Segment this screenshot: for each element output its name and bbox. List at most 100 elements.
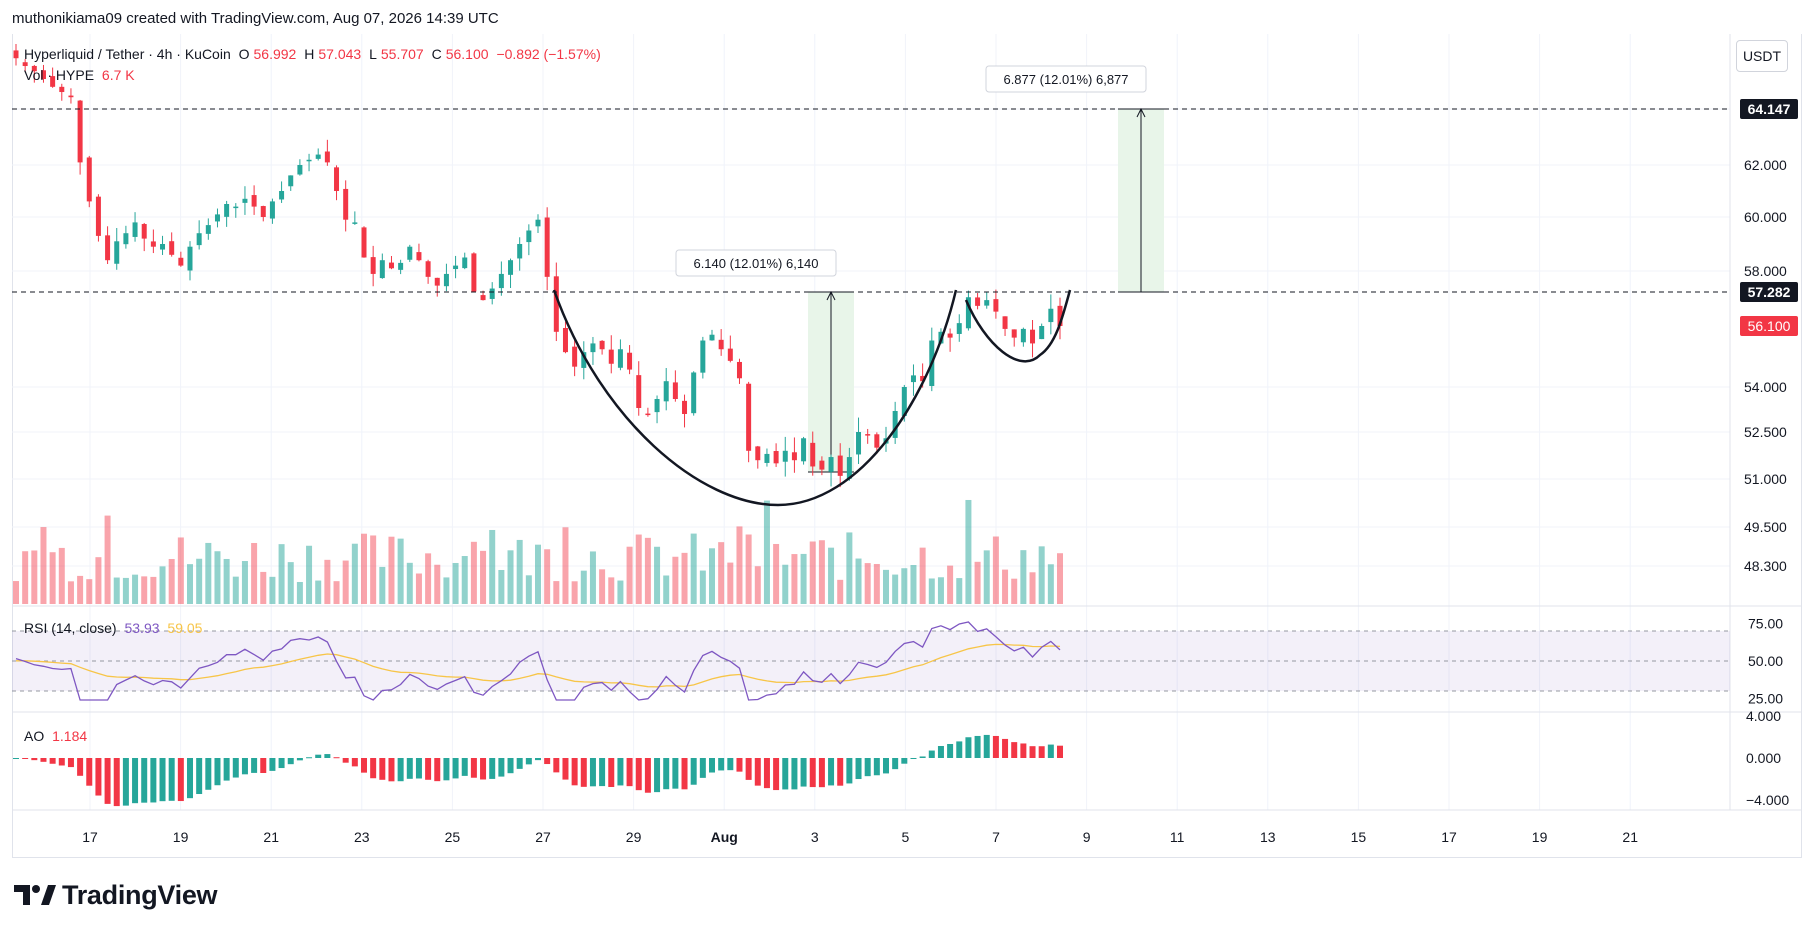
grid: [12, 34, 1802, 811]
ao-bar: [1002, 738, 1009, 758]
volume-bar: [22, 551, 29, 604]
candle-body: [343, 188, 349, 220]
candle-body: [114, 241, 120, 264]
ao-bar: [187, 758, 193, 799]
volume-bar: [480, 550, 487, 604]
x-tick-label: 9: [1083, 829, 1091, 845]
ao-bar: [86, 758, 93, 786]
ao-tick-label: 4.000: [1746, 708, 1781, 724]
ao-bar: [754, 758, 761, 786]
volume-bar: [644, 537, 651, 604]
volume-bar: [241, 561, 248, 604]
ao-bar: [379, 758, 386, 780]
volume-bar: [727, 562, 734, 604]
candle-body: [617, 349, 623, 368]
price-levels: [12, 108, 1730, 293]
volume-bar: [269, 576, 276, 604]
candle-body: [95, 196, 101, 236]
ao-bar: [269, 758, 276, 771]
ao-bar: [919, 756, 926, 758]
volume-bar: [654, 546, 661, 604]
volume-bar: [626, 546, 633, 604]
ao-bar: [864, 758, 871, 777]
volume-bar: [425, 553, 432, 604]
volume-bar: [315, 580, 322, 604]
price-tag-label: 64.147: [1748, 101, 1791, 117]
price-level-tag: [1740, 282, 1798, 302]
candle-body: [892, 411, 898, 438]
volume-bar: [489, 529, 496, 604]
open-value: 56.992: [253, 46, 297, 62]
rsi-tick-label: 25.00: [1748, 691, 1783, 707]
high-label: H: [304, 46, 315, 62]
ao-bar: [370, 758, 377, 779]
candle-body: [242, 198, 248, 203]
ao-bar: [773, 758, 780, 791]
ao-bar: [342, 758, 349, 763]
candle-body: [837, 455, 843, 476]
tradingview-logo[interactable]: TradingView: [14, 880, 218, 910]
ao-bar: [67, 758, 74, 768]
candle-body: [901, 387, 907, 416]
candle-body: [279, 191, 285, 200]
ao-value: 1.184: [52, 728, 88, 744]
candle-body: [150, 241, 156, 247]
ao-bar: [709, 758, 715, 773]
ao-bar: [95, 758, 102, 796]
volume-bar: [1002, 569, 1009, 604]
volume-bar: [809, 541, 816, 604]
ao-bar: [617, 758, 624, 786]
candle-body: [975, 297, 981, 306]
ao-bar: [1011, 742, 1018, 758]
ao-bar: [589, 758, 596, 787]
rsi-value: 53.93: [124, 620, 160, 636]
candle-body: [865, 434, 871, 436]
ao-bar: [113, 758, 120, 807]
candle-body: [251, 195, 257, 207]
candle-body: [297, 165, 303, 175]
ao-bar: [296, 758, 303, 761]
volume-bar: [379, 566, 386, 604]
ao-bar: [480, 758, 487, 780]
volume-bar: [846, 532, 853, 604]
x-tick-label: 29: [626, 829, 642, 845]
ao-bar: [159, 758, 166, 802]
ao-bar: [883, 758, 889, 774]
rsi-band: [12, 630, 1730, 692]
price-axis: 64.147 62.000 60.000 58.000 57.282 56.100 54.0…: [1740, 99, 1798, 808]
candle-body: [581, 352, 587, 368]
ao-bar: [736, 758, 743, 772]
ao-bar: [415, 758, 422, 779]
ao-bar: [516, 758, 523, 769]
candle-body: [498, 273, 504, 289]
volume-bar: [113, 577, 120, 604]
candle-body: [984, 300, 990, 306]
candle-body: [260, 206, 266, 217]
x-tick-label: 15: [1351, 829, 1367, 845]
currency-button[interactable]: USDT: [1736, 40, 1788, 72]
candle-body: [572, 346, 578, 367]
x-tick-label: 17: [1441, 829, 1457, 845]
ao-bar: [425, 758, 432, 780]
volume-bar: [278, 544, 285, 604]
candle-body: [910, 375, 916, 383]
candle-body: [31, 65, 37, 72]
x-tick-label: 17: [82, 829, 98, 845]
ao-tick-label: −4.000: [1746, 792, 1789, 808]
ao-bar: [745, 758, 752, 780]
ao-label: AO: [24, 728, 45, 744]
candle-body: [746, 383, 752, 451]
volume-bar: [828, 547, 835, 604]
low-value: 55.707: [380, 46, 424, 62]
volume-bar: [901, 568, 908, 604]
ao-bar: [873, 758, 880, 776]
volume-bar: [544, 549, 551, 604]
volume-bar: [223, 558, 230, 604]
candle-body: [398, 262, 404, 270]
symbol-legend: Hyperliquid / Tether · 4h · KuCoin O 56.9…: [24, 46, 605, 62]
last-price-tag: [1740, 316, 1798, 336]
volume-bar: [736, 526, 743, 604]
volume-bar: [205, 542, 212, 604]
ao-bar: [1057, 745, 1063, 758]
